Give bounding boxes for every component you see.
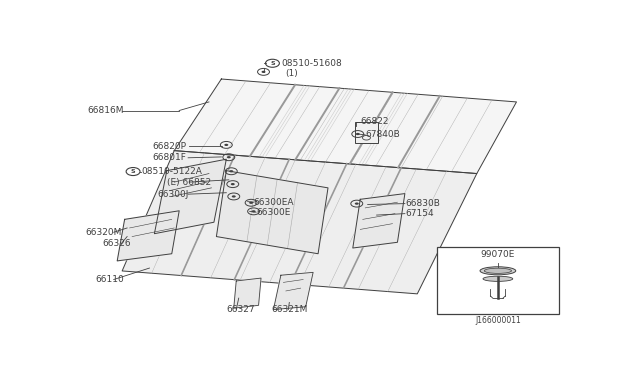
Text: 66327: 66327 <box>227 305 255 314</box>
Circle shape <box>232 195 236 198</box>
Text: 66830B: 66830B <box>405 199 440 208</box>
Polygon shape <box>353 193 405 248</box>
Circle shape <box>356 133 360 135</box>
Text: 66300E: 66300E <box>256 208 291 217</box>
Circle shape <box>252 210 255 212</box>
Text: 67840B: 67840B <box>365 130 400 140</box>
Polygon shape <box>234 278 261 308</box>
Text: 66320M: 66320M <box>85 228 122 237</box>
Text: 99070E: 99070E <box>481 250 515 259</box>
Circle shape <box>355 202 359 205</box>
Text: 66820P: 66820P <box>152 142 186 151</box>
Polygon shape <box>273 272 313 310</box>
Circle shape <box>231 183 235 185</box>
Polygon shape <box>216 171 328 254</box>
Circle shape <box>227 156 231 158</box>
Circle shape <box>262 71 266 73</box>
Circle shape <box>229 170 233 172</box>
Text: 67154: 67154 <box>405 209 433 218</box>
Text: 66300EA: 66300EA <box>253 198 294 207</box>
Polygon shape <box>122 151 477 294</box>
Circle shape <box>225 144 228 146</box>
Polygon shape <box>174 79 516 173</box>
Text: 66801F: 66801F <box>152 153 186 162</box>
Text: S: S <box>131 169 136 174</box>
Text: (E) 66852: (E) 66852 <box>167 178 211 187</box>
Bar <box>355 122 378 144</box>
Text: 66326: 66326 <box>102 239 131 248</box>
Text: S: S <box>270 61 275 66</box>
Text: J166000011: J166000011 <box>475 316 521 325</box>
Ellipse shape <box>484 268 511 273</box>
Text: 66816M: 66816M <box>88 106 124 115</box>
Text: 66110: 66110 <box>95 275 124 284</box>
Polygon shape <box>117 211 179 261</box>
Ellipse shape <box>480 267 516 275</box>
Text: 66321M: 66321M <box>271 305 307 314</box>
Text: 66300J: 66300J <box>157 190 188 199</box>
Polygon shape <box>154 159 227 234</box>
Bar <box>437 247 559 314</box>
Text: (1): (1) <box>285 69 298 78</box>
Circle shape <box>249 202 253 204</box>
Ellipse shape <box>483 276 513 281</box>
Text: 08510-5122A: 08510-5122A <box>141 167 202 176</box>
Text: 08510-51608: 08510-51608 <box>281 59 342 68</box>
Text: 66822: 66822 <box>360 118 388 126</box>
